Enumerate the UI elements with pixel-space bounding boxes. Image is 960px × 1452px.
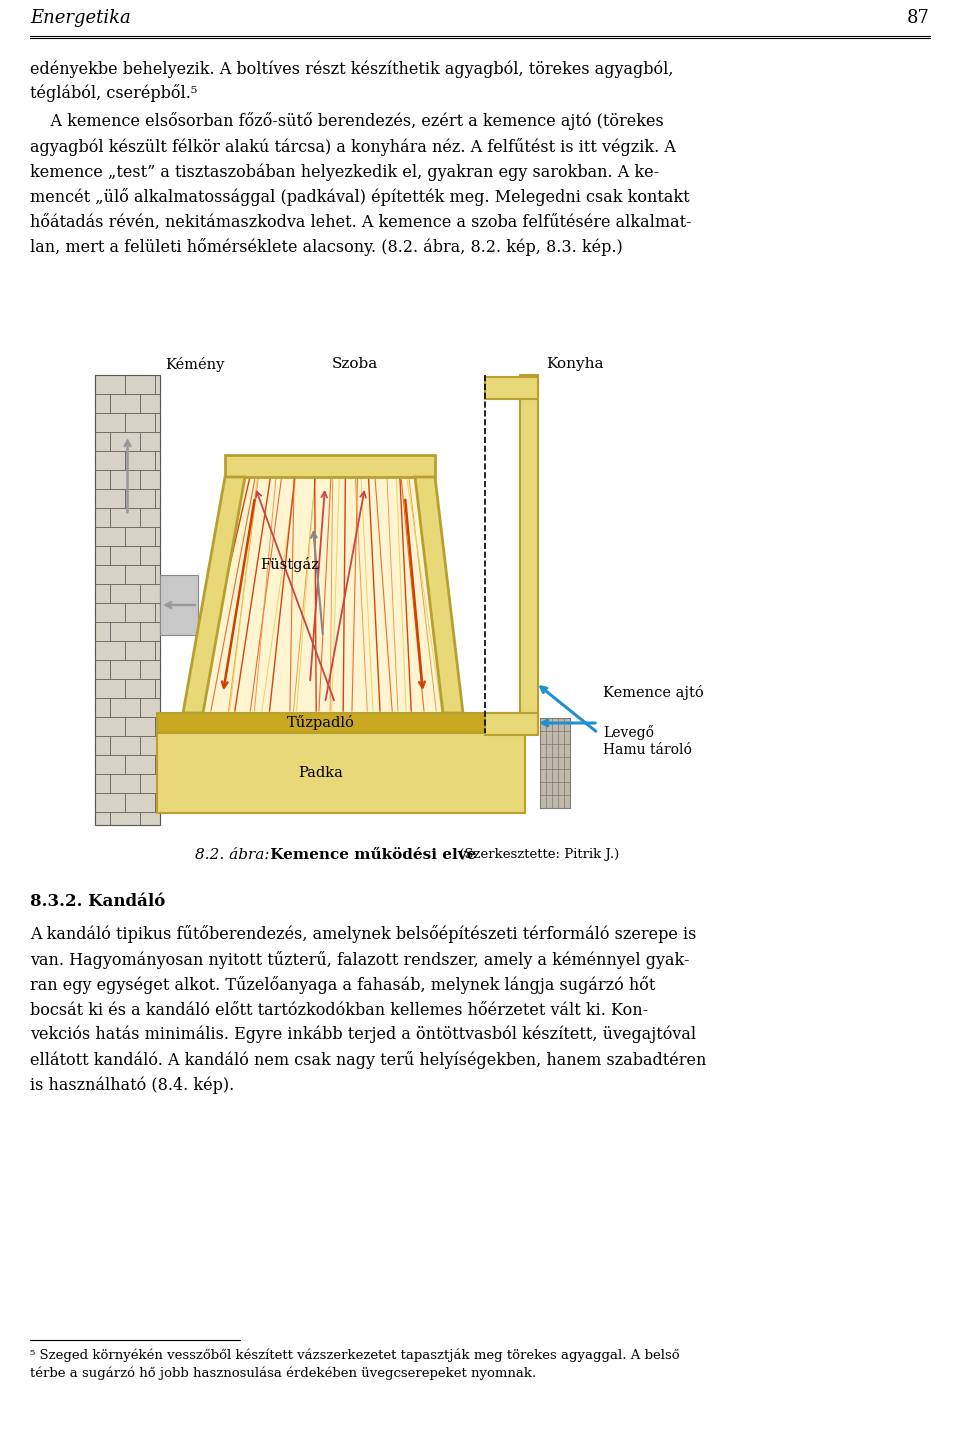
Text: Füstgáz: Füstgáz: [260, 558, 319, 572]
Polygon shape: [540, 717, 570, 807]
Text: Kémény: Kémény: [165, 357, 225, 372]
Text: Tűzpadló: Tűzpadló: [287, 716, 355, 730]
Text: Hamu tároló: Hamu tároló: [603, 743, 692, 756]
Text: Levegő: Levegő: [603, 725, 654, 741]
Text: 87: 87: [907, 9, 930, 28]
Text: Kemence ajtó: Kemence ajtó: [603, 685, 704, 700]
Text: Padka: Padka: [299, 767, 344, 780]
Polygon shape: [183, 478, 245, 713]
Polygon shape: [203, 478, 443, 713]
Polygon shape: [157, 713, 525, 733]
Text: 8.3.2. Kandáló: 8.3.2. Kandáló: [30, 893, 165, 910]
Text: téglából, cserépből.⁵: téglából, cserépből.⁵: [30, 84, 197, 102]
Polygon shape: [485, 713, 538, 735]
Polygon shape: [485, 378, 538, 399]
Text: edényekbe behelyezik. A boltíves részt készíthetik agyagból, törekes agyagból,: edényekbe behelyezik. A boltíves részt k…: [30, 60, 674, 77]
Polygon shape: [520, 375, 538, 733]
Polygon shape: [95, 375, 160, 825]
Polygon shape: [225, 454, 435, 478]
Text: A kemence elsősorban főző-sütő berendezés, ezért a kemence ajtó (törekes
agyagbó: A kemence elsősorban főző-sütő berendezé…: [30, 112, 691, 256]
Polygon shape: [157, 733, 525, 813]
Polygon shape: [415, 478, 463, 713]
Text: 8.2. ábra:: 8.2. ábra:: [195, 848, 270, 862]
Text: Kemence működési elve: Kemence működési elve: [265, 848, 476, 862]
Text: Energetika: Energetika: [30, 9, 131, 28]
Text: A kandáló tipikus fűtőberendezés, amelynek belsőépítészeti térformáló szerepe is: A kandáló tipikus fűtőberendezés, amelyn…: [30, 925, 707, 1095]
Text: Konyha: Konyha: [546, 357, 604, 372]
Text: (Szerkesztette: Pitrik J.): (Szerkesztette: Pitrik J.): [455, 848, 619, 861]
Text: Szoba: Szoba: [332, 357, 378, 372]
Text: ⁵ Szeged környékén vesszőből készített vázszerkezetet tapasztják meg törekes agy: ⁵ Szeged környékén vesszőből készített v…: [30, 1347, 680, 1381]
Polygon shape: [160, 575, 198, 635]
